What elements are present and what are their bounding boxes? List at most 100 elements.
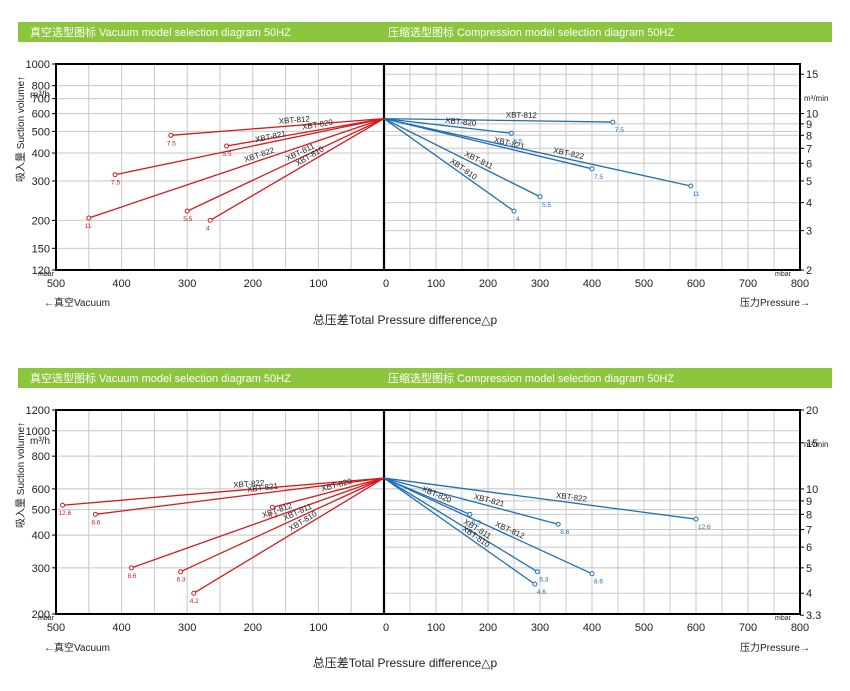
series-end-label: 8.6 (594, 579, 603, 586)
y2-tick-label: 3.3 (806, 610, 821, 622)
y-tick-label: 1200 (26, 405, 50, 417)
y2-tick-label: 3 (806, 226, 812, 238)
y2-tick-label: 5 (806, 176, 812, 188)
series-model-label: XBT-820 (445, 116, 478, 129)
y-tick-label: 400 (32, 530, 50, 542)
x-axis-title: 总压差Total Pressure difference△p (313, 313, 498, 327)
series-end-point (537, 194, 543, 200)
y-tick-label: 300 (32, 176, 50, 188)
series-line-p-0 (383, 117, 613, 123)
series-line-p-3 (383, 117, 691, 187)
x-tick-label-pressure: 800 (791, 622, 809, 634)
y2-tick-label: 8 (806, 509, 812, 521)
header-left-title: 真空选型图标 Vacuum model selection diagram 50… (30, 371, 291, 385)
x-tick-label-vacuum: 500 (47, 278, 65, 290)
vacuum-direction-label: ←真空Vacuum (44, 641, 110, 654)
y2-tick-label: 9 (806, 119, 812, 131)
series-end-point (508, 130, 514, 136)
y2-tick-label: 15 (806, 438, 818, 450)
series-end-label: 5.5 (542, 202, 551, 209)
series-line-v-1 (226, 117, 385, 147)
series-line-p-5 (383, 118, 515, 212)
vacuum-direction-label: ←真空Vacuum (44, 296, 110, 309)
plot-frame (55, 63, 801, 271)
series-end-point (224, 143, 230, 149)
series-line-p-3 (383, 477, 593, 575)
series-line-v-4 (186, 118, 385, 212)
series-end-label: 4.2 (190, 598, 199, 605)
series-end-label: 4 (206, 225, 210, 232)
y-axis-title: 吸入量 Suction volume↑ (15, 76, 27, 182)
y2-tick-label: 10 (806, 484, 818, 496)
series-model-label: XBT-822 (243, 146, 276, 165)
series-end-label: 8.6 (91, 519, 100, 526)
series-model-label: XBT-822 (233, 478, 265, 490)
series-end-label: 12.6 (698, 524, 711, 531)
series-model-label: XBT-821 (246, 481, 279, 494)
series-model-label: XBT-812 (278, 114, 310, 125)
y-tick-label: 150 (32, 243, 50, 255)
pressure-direction-label: 压力Pressure→ (740, 641, 810, 654)
x-tick-label-pressure: 500 (635, 278, 653, 290)
y-tick-label: 600 (32, 484, 50, 496)
series-end-point (86, 215, 92, 221)
y2-unit-label: m³/min (804, 440, 828, 449)
series-end-point (511, 208, 517, 214)
series-end-label: 6.3 (539, 577, 548, 584)
y-tick-label: 600 (32, 109, 50, 121)
y2-tick-label: 2 (806, 265, 812, 277)
series-end-point (168, 132, 174, 138)
y-tick-label: 200 (32, 609, 50, 621)
x-tick-label-pressure: 300 (531, 278, 549, 290)
chart-panel-2: 真空选型图标 Vacuum model selection diagram 50… (15, 368, 832, 670)
series-model-label: XBT-822 (556, 491, 589, 504)
series-end-label: 12.6 (59, 510, 72, 517)
series-end-point (178, 569, 184, 575)
series-end-label: 7.5 (167, 140, 176, 147)
y-axis-title: 吸入量 Suction volume↑ (15, 422, 27, 528)
x-unit-right: mbar (775, 271, 792, 278)
series-line-p-2 (383, 117, 593, 170)
y-tick-label: 800 (32, 81, 50, 93)
y-tick-label: 700 (32, 94, 50, 106)
y-tick-label: 500 (32, 126, 50, 138)
x-tick-label-vacuum: 100 (309, 278, 327, 290)
header-band (18, 22, 832, 42)
y-tick-label: 400 (32, 148, 50, 160)
x-tick-label-pressure: 0 (383, 278, 389, 290)
x-tick-label-vacuum: 500 (47, 622, 65, 634)
series-end-point (60, 502, 66, 508)
y-tick-label: 200 (32, 215, 50, 227)
series-line-v-5 (209, 118, 385, 221)
y-tick-label: 1000 (26, 426, 50, 438)
x-tick-label-pressure: 500 (635, 622, 653, 634)
x-unit-right: mbar (775, 615, 792, 622)
plot-frame (55, 409, 801, 615)
series-end-label: 8.6 (127, 573, 136, 580)
y2-tick-label: 7 (806, 143, 812, 155)
y-tick-label: 500 (32, 505, 50, 517)
series-end-point (610, 119, 616, 125)
y2-tick-label: 20 (806, 405, 818, 417)
series-end-point (128, 565, 134, 571)
header-left-title: 真空选型图标 Vacuum model selection diagram 50… (30, 25, 291, 39)
y2-tick-label: 10 (806, 109, 818, 121)
series-line-v-2 (114, 117, 385, 176)
series-end-label: 7.5 (594, 174, 603, 181)
y-tick-label: 800 (32, 451, 50, 463)
series-end-point (532, 581, 538, 587)
x-tick-label-vacuum: 400 (112, 622, 130, 634)
series-end-label: 11 (85, 223, 92, 230)
x-tick-label-pressure: 100 (427, 622, 445, 634)
header-right-title: 压缩选型图标 Compression model selection diagr… (388, 25, 674, 39)
series-end-point (112, 172, 118, 178)
y-unit-label: m³/h (30, 436, 50, 447)
x-tick-label-pressure: 400 (583, 622, 601, 634)
series-end-point (534, 569, 540, 575)
series-end-label: 6.3 (268, 512, 277, 519)
series-line-p-5 (383, 477, 536, 585)
y2-tick-label: 6 (806, 158, 812, 170)
series-line-p-4 (383, 118, 541, 198)
x-tick-label-pressure: 700 (739, 622, 757, 634)
chart-panel-1: 真空选型图标 Vacuum model selection diagram 50… (15, 22, 832, 327)
